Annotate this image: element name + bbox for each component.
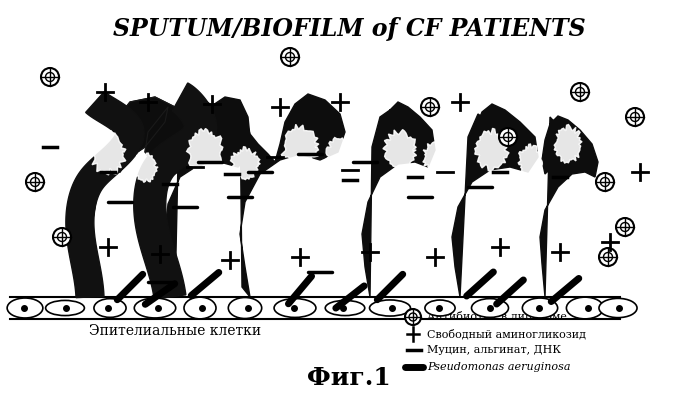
Text: Свободный аминогликозид: Свободный аминогликозид xyxy=(427,329,586,339)
Polygon shape xyxy=(134,152,158,183)
Circle shape xyxy=(599,248,617,266)
Polygon shape xyxy=(240,94,345,297)
Ellipse shape xyxy=(522,298,558,318)
Circle shape xyxy=(630,112,640,122)
Ellipse shape xyxy=(134,298,175,318)
Polygon shape xyxy=(89,129,126,175)
Ellipse shape xyxy=(184,297,216,319)
Polygon shape xyxy=(134,83,217,299)
Text: SPUTUM/BIOFILM of CF PATIENTS: SPUTUM/BIOFILM of CF PATIENTS xyxy=(113,17,585,41)
Ellipse shape xyxy=(94,299,126,317)
Circle shape xyxy=(421,98,439,116)
Circle shape xyxy=(571,83,589,101)
Polygon shape xyxy=(475,129,509,171)
Circle shape xyxy=(285,52,294,61)
Circle shape xyxy=(281,48,299,66)
Circle shape xyxy=(405,309,421,325)
Text: Муцин, альгинат, ДНК: Муцин, альгинат, ДНК xyxy=(427,345,561,355)
Polygon shape xyxy=(362,102,435,297)
Polygon shape xyxy=(518,144,542,176)
Circle shape xyxy=(603,253,612,262)
Circle shape xyxy=(45,73,55,82)
Text: Фиг.1: Фиг.1 xyxy=(307,366,391,390)
Polygon shape xyxy=(554,124,582,163)
Polygon shape xyxy=(452,104,538,297)
Polygon shape xyxy=(326,138,355,171)
Polygon shape xyxy=(231,147,260,180)
Circle shape xyxy=(31,178,40,187)
Ellipse shape xyxy=(566,297,604,319)
Ellipse shape xyxy=(599,298,637,318)
Circle shape xyxy=(41,68,59,86)
Circle shape xyxy=(600,178,610,187)
Circle shape xyxy=(616,218,634,236)
Circle shape xyxy=(57,232,66,241)
Ellipse shape xyxy=(472,299,508,317)
Polygon shape xyxy=(165,97,250,297)
Text: Эпителиальные клетки: Эпителиальные клетки xyxy=(89,324,261,338)
Circle shape xyxy=(26,173,44,191)
Ellipse shape xyxy=(274,299,316,317)
Circle shape xyxy=(409,313,417,321)
Circle shape xyxy=(596,173,614,191)
Text: Pseudomonas aeruginosa: Pseudomonas aeruginosa xyxy=(427,362,570,372)
Circle shape xyxy=(53,228,71,246)
Ellipse shape xyxy=(7,298,43,318)
Ellipse shape xyxy=(229,297,261,318)
Polygon shape xyxy=(282,124,319,170)
Circle shape xyxy=(503,133,512,141)
Circle shape xyxy=(621,222,630,232)
Circle shape xyxy=(426,103,435,112)
Circle shape xyxy=(575,87,584,96)
Ellipse shape xyxy=(370,300,410,316)
Polygon shape xyxy=(187,129,223,171)
Circle shape xyxy=(626,108,644,126)
Polygon shape xyxy=(423,142,448,172)
Ellipse shape xyxy=(45,300,85,316)
Ellipse shape xyxy=(325,300,365,316)
Circle shape xyxy=(499,128,517,146)
Ellipse shape xyxy=(425,300,455,316)
Polygon shape xyxy=(66,91,144,297)
Text: Антибиотик в липосоме: Антибиотик в липосоме xyxy=(427,312,567,322)
Polygon shape xyxy=(383,130,417,170)
Polygon shape xyxy=(68,97,195,297)
Polygon shape xyxy=(540,116,598,297)
